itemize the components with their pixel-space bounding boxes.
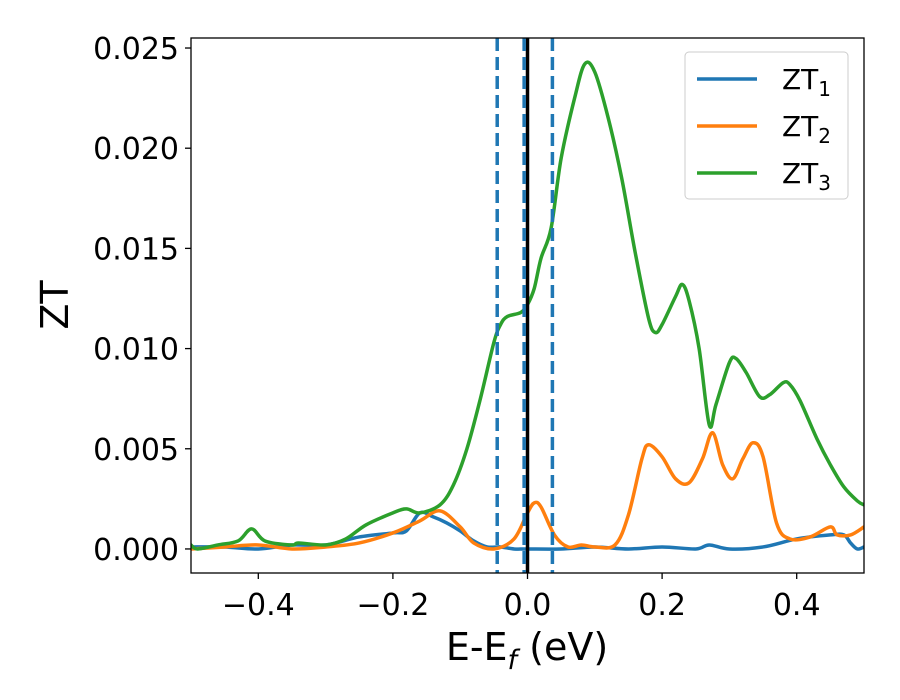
y-tick-label: 0.015 [93,232,179,267]
series-line-zt2 [191,430,864,551]
legend-label-zt2: ZT2 [782,110,831,148]
x-tick-label: 0.2 [638,588,686,623]
y-axis-title: ZT [33,280,77,330]
legend: ZT1 ZT2 ZT3 [684,51,849,200]
legend-label-zt1: ZT1 [782,63,831,101]
series-line-zt3 [191,60,864,551]
x-tick-label: 0.4 [773,588,821,623]
plot-area [191,38,864,573]
x-axis-title: E-Ef (eV) [446,625,608,676]
x-tick-label: 0.0 [504,588,552,623]
y-tick-label: 0.005 [93,433,179,468]
legend-box [684,51,849,200]
x-tick-label: −0.2 [356,588,429,623]
axis-ticks: −0.4 −0.2 0.0 0.2 0.4 0.000 0.005 0.010 0.015 0.0… [93,32,820,623]
y-tick-label: 0.025 [93,32,179,67]
legend-label-zt3: ZT3 [782,157,831,195]
y-tick-label: 0.020 [93,132,179,167]
x-tick-label: −0.4 [222,588,295,623]
y-tick-label: 0.000 [93,533,179,568]
y-tick-label: 0.010 [93,333,179,368]
